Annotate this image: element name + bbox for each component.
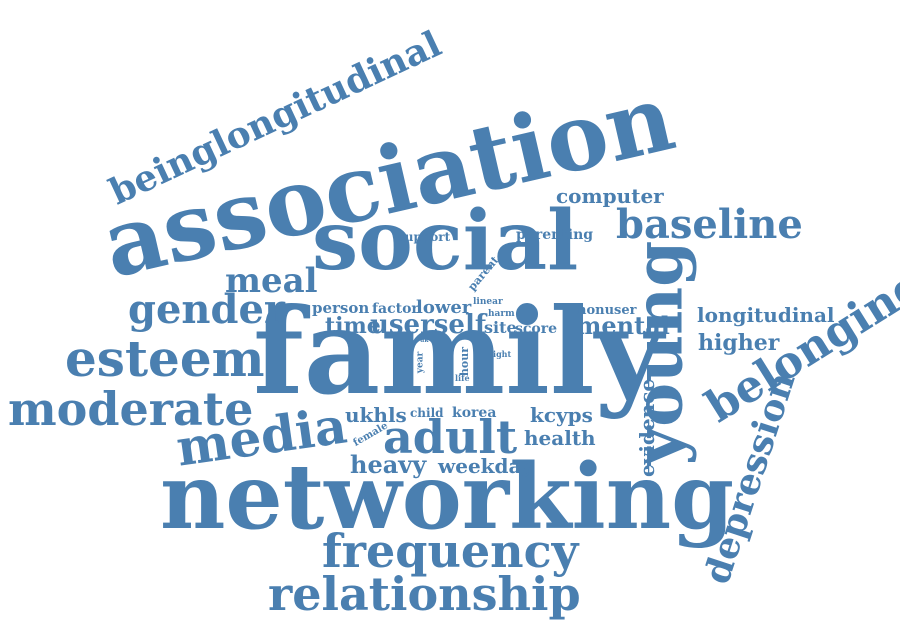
word-harm: harm [488, 309, 515, 319]
word-moderate: moderate [8, 382, 254, 436]
word-support: support [398, 230, 451, 244]
word-higher: higher [698, 330, 780, 356]
word-meal: meal [225, 261, 318, 301]
word-light: light [490, 349, 512, 359]
word-relationship: relationship [268, 567, 581, 621]
word-evidence: evidence [635, 378, 660, 478]
word-ukhls: ukhls [345, 403, 407, 427]
word-parenting: parenting [516, 227, 594, 243]
word-social: social [312, 193, 579, 289]
word-nonuser: nonuser [577, 303, 637, 318]
word-factor: factor [372, 301, 419, 317]
word-computer: computer [556, 184, 664, 208]
word-heavy: heavy [350, 450, 427, 479]
word-longitudinal: longitudinal [697, 303, 835, 327]
word-adult: adult [383, 410, 518, 464]
word-time: time [325, 313, 381, 339]
word-person: person [312, 299, 370, 317]
word-hour: hour [458, 346, 472, 377]
word-lower: lower [416, 297, 472, 318]
word-baseline: baseline [616, 201, 803, 248]
word-family: family [253, 282, 664, 421]
word-year: year [415, 351, 426, 374]
word-gender: gender [128, 286, 285, 333]
word-weekday: weekday [438, 454, 534, 478]
word-userself: userself [370, 310, 487, 340]
word-korea: korea [452, 405, 497, 421]
word-health: health [524, 426, 596, 450]
word-esteem: esteem [65, 329, 265, 388]
word-mental: mental [576, 311, 670, 340]
word-uk: uk [420, 337, 429, 344]
word-site: site [484, 318, 517, 337]
word-linear: linear [473, 297, 503, 307]
word-child: child [410, 406, 444, 420]
word-frequency: frequency [322, 524, 579, 578]
word-score: score [515, 321, 558, 337]
word-kcyps: kcyps [530, 403, 593, 427]
word-life: life [455, 373, 470, 383]
word-networking: networking [160, 444, 735, 550]
